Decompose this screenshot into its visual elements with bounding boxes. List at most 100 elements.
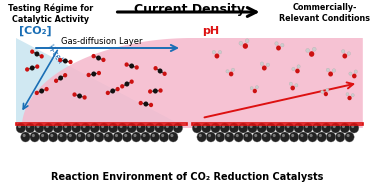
Circle shape [197,132,206,142]
Circle shape [262,65,267,70]
Circle shape [76,132,85,142]
Circle shape [203,125,206,128]
Circle shape [229,72,233,76]
Text: pH: pH [202,26,219,36]
Circle shape [96,134,99,137]
Circle shape [35,91,39,95]
Circle shape [129,63,134,69]
Circle shape [91,54,96,58]
Circle shape [289,132,299,142]
Circle shape [71,123,81,133]
Circle shape [34,52,39,57]
Circle shape [215,132,225,142]
Circle shape [113,132,122,142]
Circle shape [153,89,158,94]
Circle shape [326,132,336,142]
Circle shape [73,125,76,128]
Circle shape [99,123,109,133]
Circle shape [280,132,290,142]
Circle shape [331,123,340,133]
Circle shape [135,65,139,70]
Circle shape [158,68,163,73]
Circle shape [27,125,30,128]
Circle shape [53,123,62,133]
Circle shape [169,132,178,142]
Circle shape [138,125,141,128]
Circle shape [294,123,304,133]
Circle shape [119,125,122,128]
Circle shape [96,55,101,61]
Circle shape [299,132,308,142]
Circle shape [276,123,285,133]
Circle shape [45,87,49,91]
Circle shape [332,69,336,72]
Circle shape [136,123,146,133]
Circle shape [342,54,347,59]
Circle shape [306,49,310,52]
Circle shape [347,134,350,137]
Circle shape [328,134,331,137]
Circle shape [153,66,158,70]
Circle shape [81,123,90,133]
Circle shape [340,123,350,133]
Circle shape [78,134,81,137]
Circle shape [354,70,358,73]
Circle shape [149,103,153,107]
Circle shape [349,123,359,133]
Circle shape [60,134,63,137]
Circle shape [273,134,276,137]
Circle shape [341,49,345,53]
Circle shape [161,134,164,137]
Circle shape [30,49,34,54]
Circle shape [346,93,349,96]
Circle shape [127,123,136,133]
Circle shape [303,123,313,133]
Circle shape [312,47,316,51]
Bar [192,123,363,125]
Circle shape [159,132,169,142]
Circle shape [48,132,58,142]
Circle shape [262,132,271,142]
Circle shape [254,134,257,137]
Circle shape [201,123,211,133]
Circle shape [143,134,146,137]
Circle shape [292,67,295,71]
Circle shape [289,82,293,85]
Circle shape [349,72,352,75]
Circle shape [222,125,225,128]
Circle shape [116,87,120,91]
Text: Reaction Environment of CO₂ Reduction Catalysts: Reaction Environment of CO₂ Reduction Ca… [51,172,324,182]
Circle shape [129,125,132,128]
Circle shape [118,123,127,133]
Circle shape [30,65,35,70]
Circle shape [63,58,68,64]
Circle shape [192,123,202,133]
Circle shape [335,132,345,142]
Circle shape [351,125,354,128]
Circle shape [208,134,211,137]
Circle shape [217,134,220,137]
Circle shape [21,132,30,142]
Circle shape [291,134,294,137]
Circle shape [46,125,49,128]
Circle shape [91,71,96,77]
Circle shape [130,79,134,84]
Circle shape [253,132,262,142]
Circle shape [108,123,118,133]
Circle shape [229,123,239,133]
Circle shape [124,134,127,137]
Circle shape [297,65,300,68]
Text: Current Density: Current Density [134,3,245,16]
Circle shape [25,123,35,133]
Circle shape [18,125,21,128]
Circle shape [245,134,248,137]
Circle shape [347,52,350,55]
Circle shape [266,123,276,133]
Circle shape [236,134,239,137]
Circle shape [282,134,285,137]
Circle shape [317,132,327,142]
Circle shape [322,123,331,133]
Circle shape [225,132,234,142]
Circle shape [148,89,152,94]
Circle shape [158,88,163,93]
